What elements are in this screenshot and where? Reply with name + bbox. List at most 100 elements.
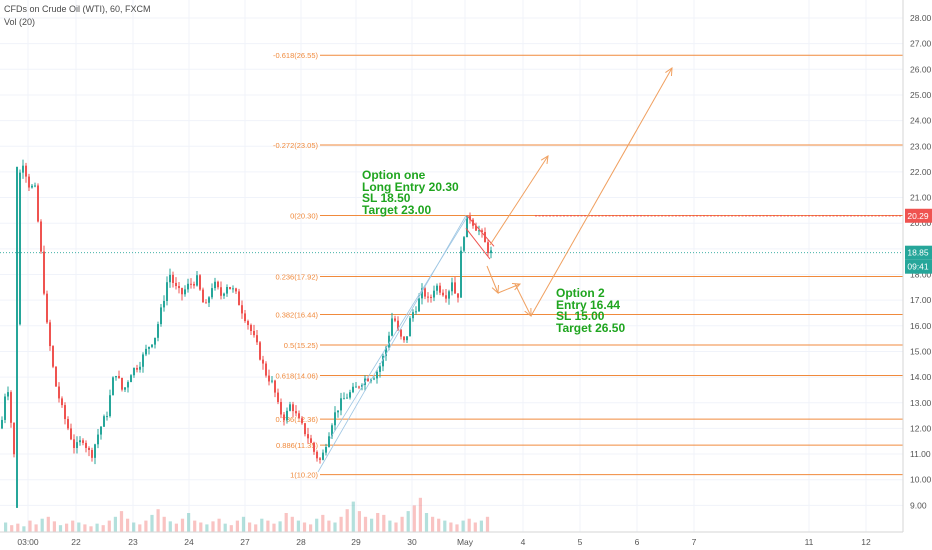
volume-indicator-label: Vol (20) xyxy=(4,17,36,27)
spike-candle xyxy=(16,166,18,508)
volume-bar xyxy=(40,518,44,532)
candle-body xyxy=(271,380,273,382)
candle-body xyxy=(388,335,390,348)
candle-body xyxy=(256,335,258,343)
volume-bar xyxy=(119,511,124,532)
candle-body xyxy=(361,384,363,388)
price-tick-label: 25.00 xyxy=(910,90,932,100)
candle-body xyxy=(88,447,90,450)
price-axis: 9.00 10.00 11.00 12.00 13.00 14.00 15.00 16.00 1… xyxy=(902,0,932,532)
candle-body xyxy=(25,165,27,177)
volume-bar xyxy=(321,514,325,532)
candle-body xyxy=(376,371,378,379)
candle-body xyxy=(478,230,480,232)
volume-bar xyxy=(101,525,105,532)
candle-body xyxy=(385,347,387,356)
time-tick-label: 6 xyxy=(635,537,640,547)
candle-body xyxy=(397,320,399,330)
price-tick-label: 11.00 xyxy=(910,449,931,459)
volume-bar xyxy=(412,505,416,532)
price-tick-label: 9.00 xyxy=(910,500,927,510)
volume-bar xyxy=(199,522,203,532)
volume-bar xyxy=(107,520,111,532)
fib-level-label: -0.618(26.55) xyxy=(273,51,319,60)
volume-bar xyxy=(241,516,246,532)
candle-body xyxy=(295,411,297,414)
volume-bar xyxy=(284,513,288,532)
price-tick-label: 27.00 xyxy=(910,39,932,49)
fib-level-label: 0.5(15.25) xyxy=(284,341,319,350)
time-tick-label: 23 xyxy=(128,537,138,547)
flag-line xyxy=(465,228,491,260)
fib-level-label: -0.272(23.05) xyxy=(273,141,319,150)
candle-body xyxy=(247,321,249,325)
candle-body xyxy=(205,302,207,304)
candle-body xyxy=(220,287,222,296)
candle-body xyxy=(28,176,30,188)
candle-body xyxy=(235,288,237,292)
option-two-annotation: Option 2 Entry 16.44 SL 15.00 Target 26.… xyxy=(556,287,625,334)
time-tick-label: 30 xyxy=(407,537,417,547)
volume-bar xyxy=(248,522,252,532)
candle-body xyxy=(169,274,171,283)
volume-bar xyxy=(461,520,465,532)
candle-body xyxy=(325,446,327,453)
candle-body xyxy=(412,312,414,319)
candle-body xyxy=(226,286,228,294)
candle-body xyxy=(355,386,357,388)
time-tick-label: 03:00 xyxy=(17,537,39,547)
candle-body xyxy=(10,392,12,423)
time-axis: 03:00 22 23 24 27 28 29 30 May 4 5 6 7 11 12 xyxy=(0,531,903,547)
volume-bar xyxy=(16,523,20,532)
candle-body xyxy=(172,274,174,283)
candle-body xyxy=(52,346,54,367)
candle-body xyxy=(490,250,492,254)
price-tick-label: 17.00 xyxy=(910,295,932,305)
candle-body xyxy=(121,377,123,390)
fib-level-label: 0.236(17.92) xyxy=(275,273,318,282)
option-one-entry: Long Entry 20.30 xyxy=(362,179,459,194)
time-tick-label: 27 xyxy=(240,537,250,547)
candle-body xyxy=(487,242,489,254)
bounce-arrow xyxy=(497,283,521,294)
candle-body xyxy=(322,452,324,460)
volume-bar xyxy=(156,509,160,532)
volume-bar xyxy=(449,522,453,532)
candle-body xyxy=(451,282,453,292)
flag-line xyxy=(466,215,495,247)
candle-body xyxy=(283,414,285,421)
candle-body xyxy=(421,288,423,299)
countdown-tag: 09:41 xyxy=(907,262,929,272)
candle-body xyxy=(151,344,153,347)
time-tick-label: May xyxy=(457,537,474,547)
price-tick-label: 28.00 xyxy=(910,13,932,23)
volume-bar xyxy=(272,523,276,532)
volume-bar xyxy=(467,518,471,532)
volume-bar xyxy=(376,513,380,532)
candle-body xyxy=(433,290,435,298)
current-price-tag-bg xyxy=(905,245,932,260)
volume-bar xyxy=(345,509,349,532)
price-tick-label: 21.00 xyxy=(910,193,932,203)
fib-level-label: 1(10.20) xyxy=(290,471,318,480)
candle-body xyxy=(466,216,468,238)
candle-body xyxy=(352,386,354,393)
volume-bar xyxy=(205,524,209,532)
price-tick-label: 26.00 xyxy=(910,64,932,74)
fibonacci-retracement: -0.618(26.55) -0.272(23.05) 0(20.30) 0.236(… xyxy=(273,51,903,480)
candle-body xyxy=(358,386,360,388)
candle-body xyxy=(289,404,291,411)
candle-body xyxy=(367,378,369,382)
price-tick-label: 15.00 xyxy=(910,346,932,356)
current-price-tag: 18.85 xyxy=(907,248,929,258)
candle-body xyxy=(163,300,165,308)
time-tick-label: 7 xyxy=(692,537,697,547)
volume-bar xyxy=(217,518,221,532)
candle-body xyxy=(145,348,147,355)
volume-bar xyxy=(406,511,410,532)
volume-bar xyxy=(168,521,172,532)
volume-bar xyxy=(254,524,258,532)
volume-bar xyxy=(370,518,374,532)
volume-bar xyxy=(418,497,422,532)
